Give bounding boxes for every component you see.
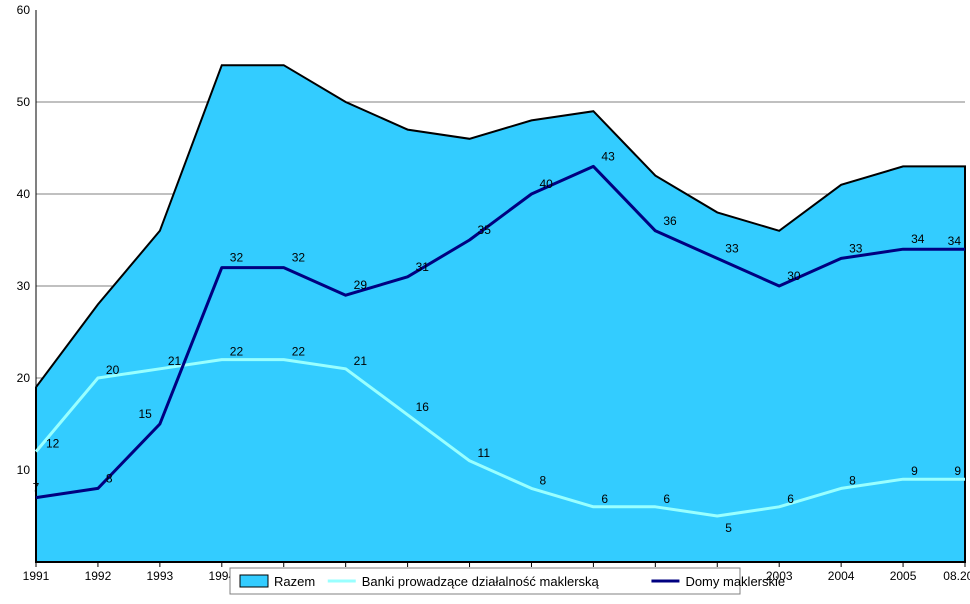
data-label: 29	[354, 278, 368, 292]
x-tick-label: 2005	[890, 569, 917, 583]
legend-label: Razem	[274, 574, 315, 589]
data-label: 11	[478, 446, 491, 460]
data-label: 16	[416, 400, 430, 414]
legend: Razem Banki prowadzące działalność makler…	[230, 568, 785, 594]
x-tick-label: 1993	[147, 569, 174, 583]
data-label: 32	[292, 251, 306, 265]
data-label: 6	[663, 492, 670, 506]
data-label: 7	[33, 481, 40, 495]
data-label: 9	[911, 464, 918, 478]
y-tick-label: 40	[17, 187, 31, 201]
y-tick-label: 60	[17, 3, 31, 17]
y-tick-label: 30	[17, 279, 31, 293]
data-label: 34	[911, 232, 925, 246]
data-label: 6	[787, 492, 794, 506]
data-label: 35	[478, 223, 492, 237]
y-tick-label: 10	[17, 463, 31, 477]
data-label: 8	[106, 471, 113, 485]
data-label: 20	[106, 363, 120, 377]
x-tick-label: 08.2006	[943, 569, 970, 583]
x-tick-label: 2004	[828, 569, 855, 583]
legend-label: Banki prowadzące działalność maklerską	[362, 574, 600, 589]
data-label: 21	[168, 354, 182, 368]
data-label: 9	[954, 464, 961, 478]
data-label: 33	[849, 241, 863, 255]
data-label: 5	[725, 521, 732, 535]
data-label: 40	[539, 177, 553, 191]
data-label: 22	[292, 345, 306, 359]
x-tick-label: 1991	[23, 569, 50, 583]
legend-label: Domy maklerskie	[685, 574, 785, 589]
line-area-chart: 1020304050601991199219931994199519961997…	[0, 0, 970, 604]
data-label: 15	[139, 407, 153, 421]
data-label: 36	[663, 214, 677, 228]
data-label: 43	[601, 149, 615, 163]
data-label: 21	[354, 354, 368, 368]
y-tick-label: 20	[17, 371, 31, 385]
x-tick-label: 1992	[85, 569, 112, 583]
data-label: 30	[787, 269, 801, 283]
data-label: 34	[948, 234, 962, 248]
data-label: 31	[416, 260, 430, 274]
data-label: 33	[725, 241, 739, 255]
data-label: 8	[539, 473, 546, 487]
data-label: 8	[849, 473, 856, 487]
data-label: 32	[230, 251, 244, 265]
data-label: 22	[230, 345, 244, 359]
y-tick-label: 50	[17, 95, 31, 109]
data-label: 6	[601, 492, 608, 506]
data-label: 12	[46, 437, 60, 451]
